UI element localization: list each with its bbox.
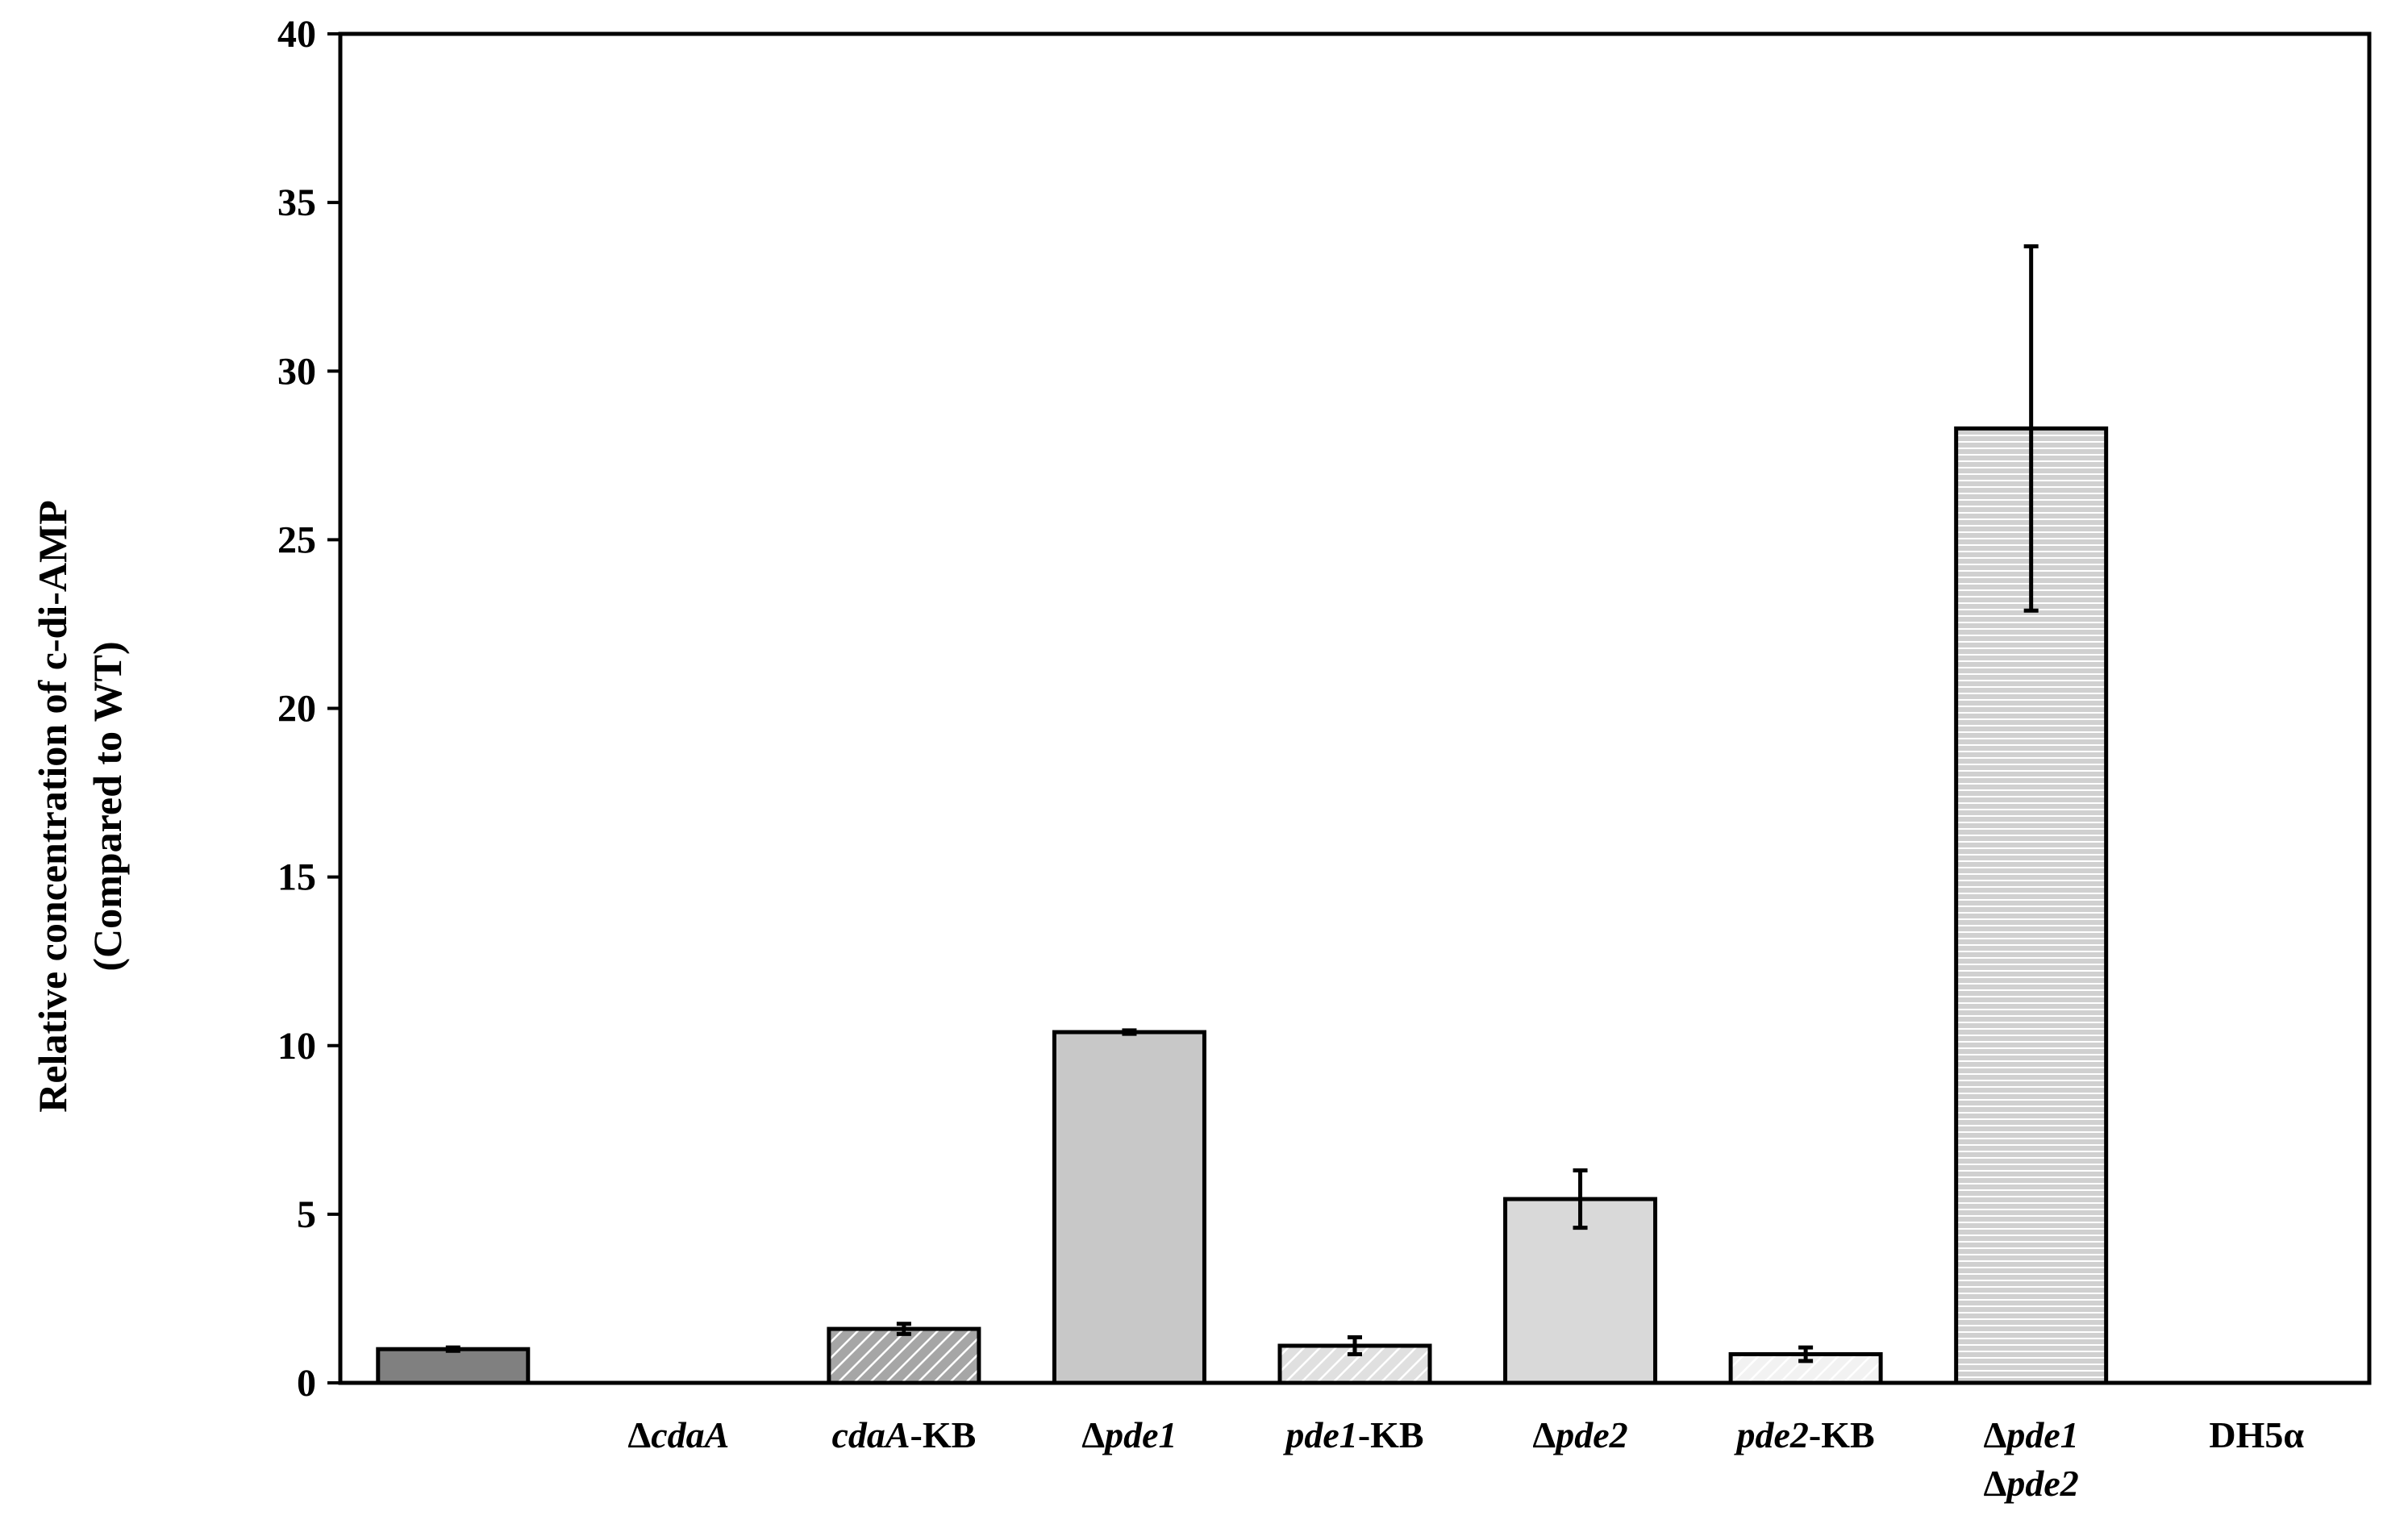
y-tick-label: 25 <box>277 518 316 561</box>
bar <box>1054 1032 1205 1383</box>
bar <box>377 1349 528 1383</box>
x-axis-labels: ΔcdaA cdaA-KB Δpde1 pde1-KB Δpde2 pde2-KB Δpde… <box>627 1414 2304 1504</box>
x-tick-label: DH5α <box>2209 1414 2304 1455</box>
y-tick-label: 20 <box>277 688 316 731</box>
x-tick-label: Δpde1 <box>1984 1414 2079 1455</box>
y-axis-label: Relative concentration of c-di-AMP (Comp… <box>30 500 130 1113</box>
y-tick-label: 40 <box>277 13 316 56</box>
y-tick-label: 5 <box>297 1193 316 1236</box>
x-tick-label: ΔcdaA <box>627 1414 729 1455</box>
x-tick-label: pde2-KB <box>1734 1414 1875 1455</box>
y-tick-label: 35 <box>277 181 316 224</box>
error-bars <box>445 244 2039 1364</box>
x-tick-label: cdaA-KB <box>831 1414 976 1455</box>
y-tick-label: 15 <box>277 856 316 899</box>
plot-frame <box>338 31 2372 1385</box>
x-tick-label: pde1-KB <box>1282 1414 1423 1455</box>
y-axis-label-line-2: (Compared to WT) <box>85 641 130 971</box>
x-tick-label: Δpde1 <box>1081 1414 1177 1455</box>
x-tick-label: Δpde2 <box>1984 1463 2079 1504</box>
y-tick-label: 0 <box>297 1362 316 1405</box>
y-tick-label: 30 <box>277 350 316 393</box>
y-axis-label-line-1: Relative concentration of c-di-AMP <box>30 500 75 1113</box>
bars <box>376 426 2109 1385</box>
bar-hatch <box>828 1329 979 1383</box>
y-tick-label: 10 <box>277 1025 316 1068</box>
x-tick-label: Δpde2 <box>1532 1414 1627 1455</box>
y-axis-ticks: 0 5 10 15 20 25 30 35 40 <box>277 13 340 1405</box>
